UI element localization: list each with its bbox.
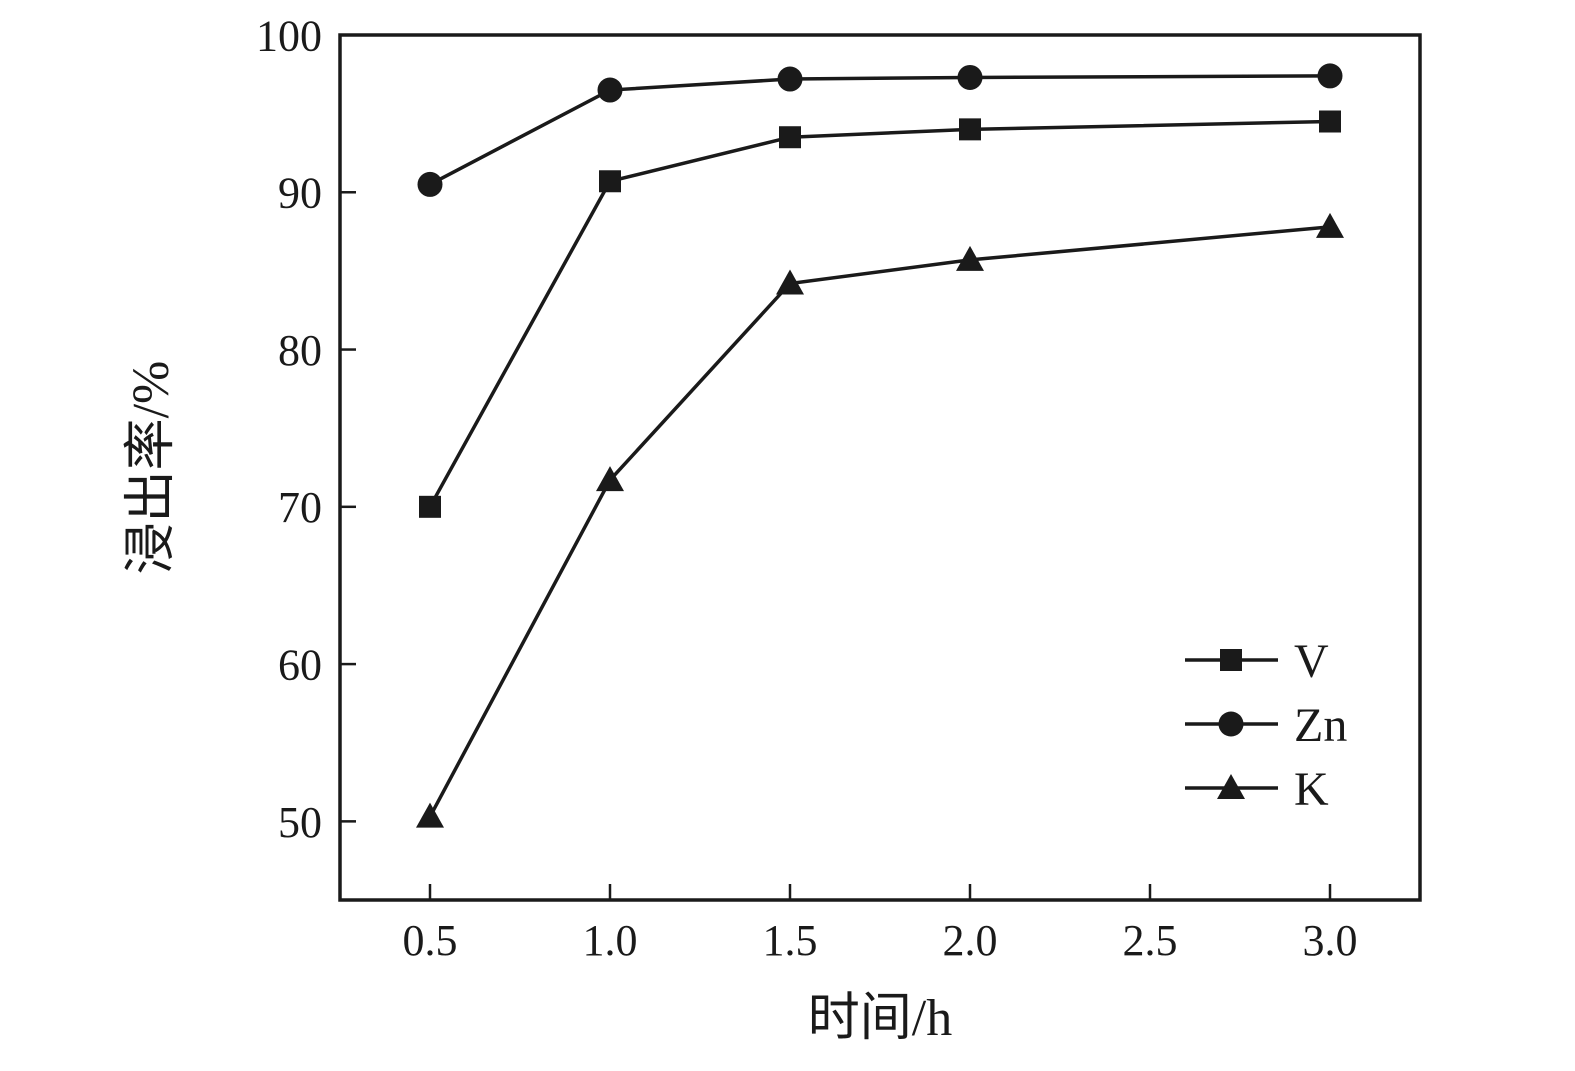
series-K-marker [1316, 212, 1344, 238]
series-K-marker [416, 802, 444, 828]
legend-V-marker [1220, 649, 1242, 671]
legend-Zn-marker [1218, 711, 1244, 737]
y-axis-tick-label: 60 [278, 640, 322, 689]
series-K-line [428, 225, 1331, 818]
series-V-marker [959, 118, 981, 141]
series-V-marker [599, 170, 621, 193]
y-axis-tick-label: 80 [278, 326, 322, 375]
y-axis-tick-label: 90 [278, 169, 322, 218]
series-V-marker [1319, 110, 1341, 133]
x-axis-tick-label: 0.5 [403, 916, 458, 965]
legend-V-label: V [1294, 635, 1329, 688]
series-V-line [428, 119, 1331, 508]
plot-border [338, 33, 1422, 902]
series-K-marker [596, 466, 624, 492]
x-axis-tick-label: 1.5 [763, 916, 818, 965]
y-axis-tick-label: 50 [278, 798, 322, 847]
x-axis-title: 时间/h [808, 990, 952, 1047]
series-Zn-marker [417, 171, 443, 197]
series-K-marker [776, 269, 804, 295]
y-axis-title: 浸出率/% [123, 361, 180, 575]
series-Zn-marker [957, 64, 983, 90]
x-axis-tick-label: 3.0 [1303, 916, 1358, 965]
x-axis-tick-label: 2.0 [943, 916, 998, 965]
y-axis-tick-label: 70 [278, 483, 322, 532]
legend-K-marker [1217, 774, 1245, 799]
x-axis-tick-label: 2.5 [1123, 916, 1178, 965]
series-V-marker [779, 126, 801, 149]
legend-K-label: K [1294, 763, 1329, 816]
legend-Zn-label: Zn [1294, 699, 1347, 752]
series-K-marker [956, 245, 984, 271]
series-Zn-line [429, 74, 1331, 186]
series-Zn-marker [777, 66, 803, 92]
y-axis-tick-label: 100 [256, 11, 322, 60]
series-V-marker [419, 495, 441, 518]
series-Zn-marker [1317, 63, 1343, 89]
series-Zn-marker [597, 77, 623, 103]
x-axis-tick-label: 1.0 [583, 916, 638, 965]
